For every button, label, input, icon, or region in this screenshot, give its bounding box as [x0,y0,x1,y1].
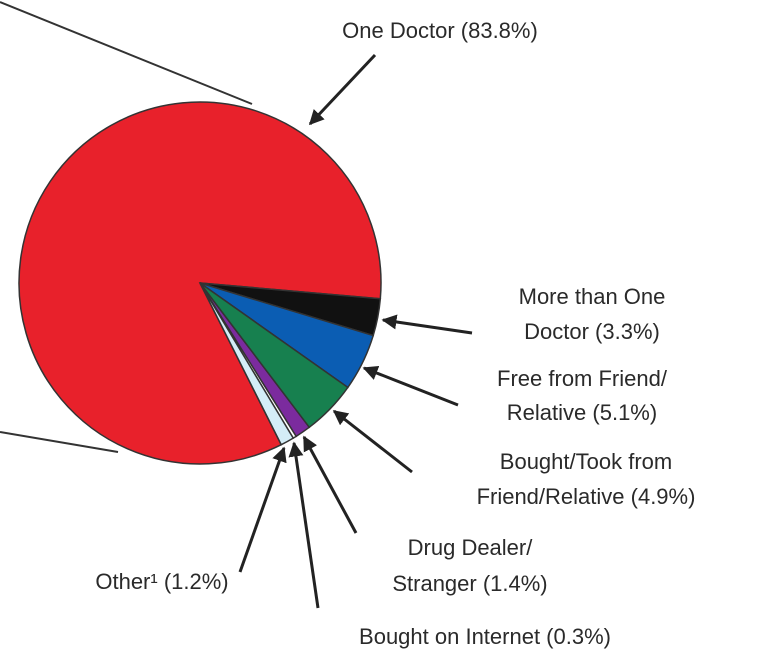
label-arrow [362,365,459,407]
labels: One Doctor (83.8%) More than One Doctor (3… [95,18,695,649]
zoom-line [0,431,119,453]
zoom-line [0,1,253,105]
slice-label: Other¹ (1.2%) [95,569,228,594]
pie [18,101,382,465]
slice-label: Drug Dealer/ [408,535,534,560]
slice-label: Stranger (1.4%) [392,571,547,596]
label-arrow [308,53,377,126]
slice-label: One Doctor (83.8%) [342,18,538,43]
slice-label: Bought/Took from [500,449,672,474]
label-arrow [288,441,320,609]
label-arrow [381,314,473,335]
slice-label: Bought on Internet (0.3%) [359,624,611,649]
label-arrow [302,435,358,534]
slice-label: More than One [519,284,666,309]
slice-label: Friend/Relative (4.9%) [477,484,696,509]
slice-label: Free from Friend/ [497,366,668,391]
slice-label: Relative (5.1%) [507,400,657,425]
slice-label: Doctor (3.3%) [524,319,660,344]
pie-slice [199,282,295,446]
label-arrow [238,446,287,573]
label-arrow [332,409,413,474]
